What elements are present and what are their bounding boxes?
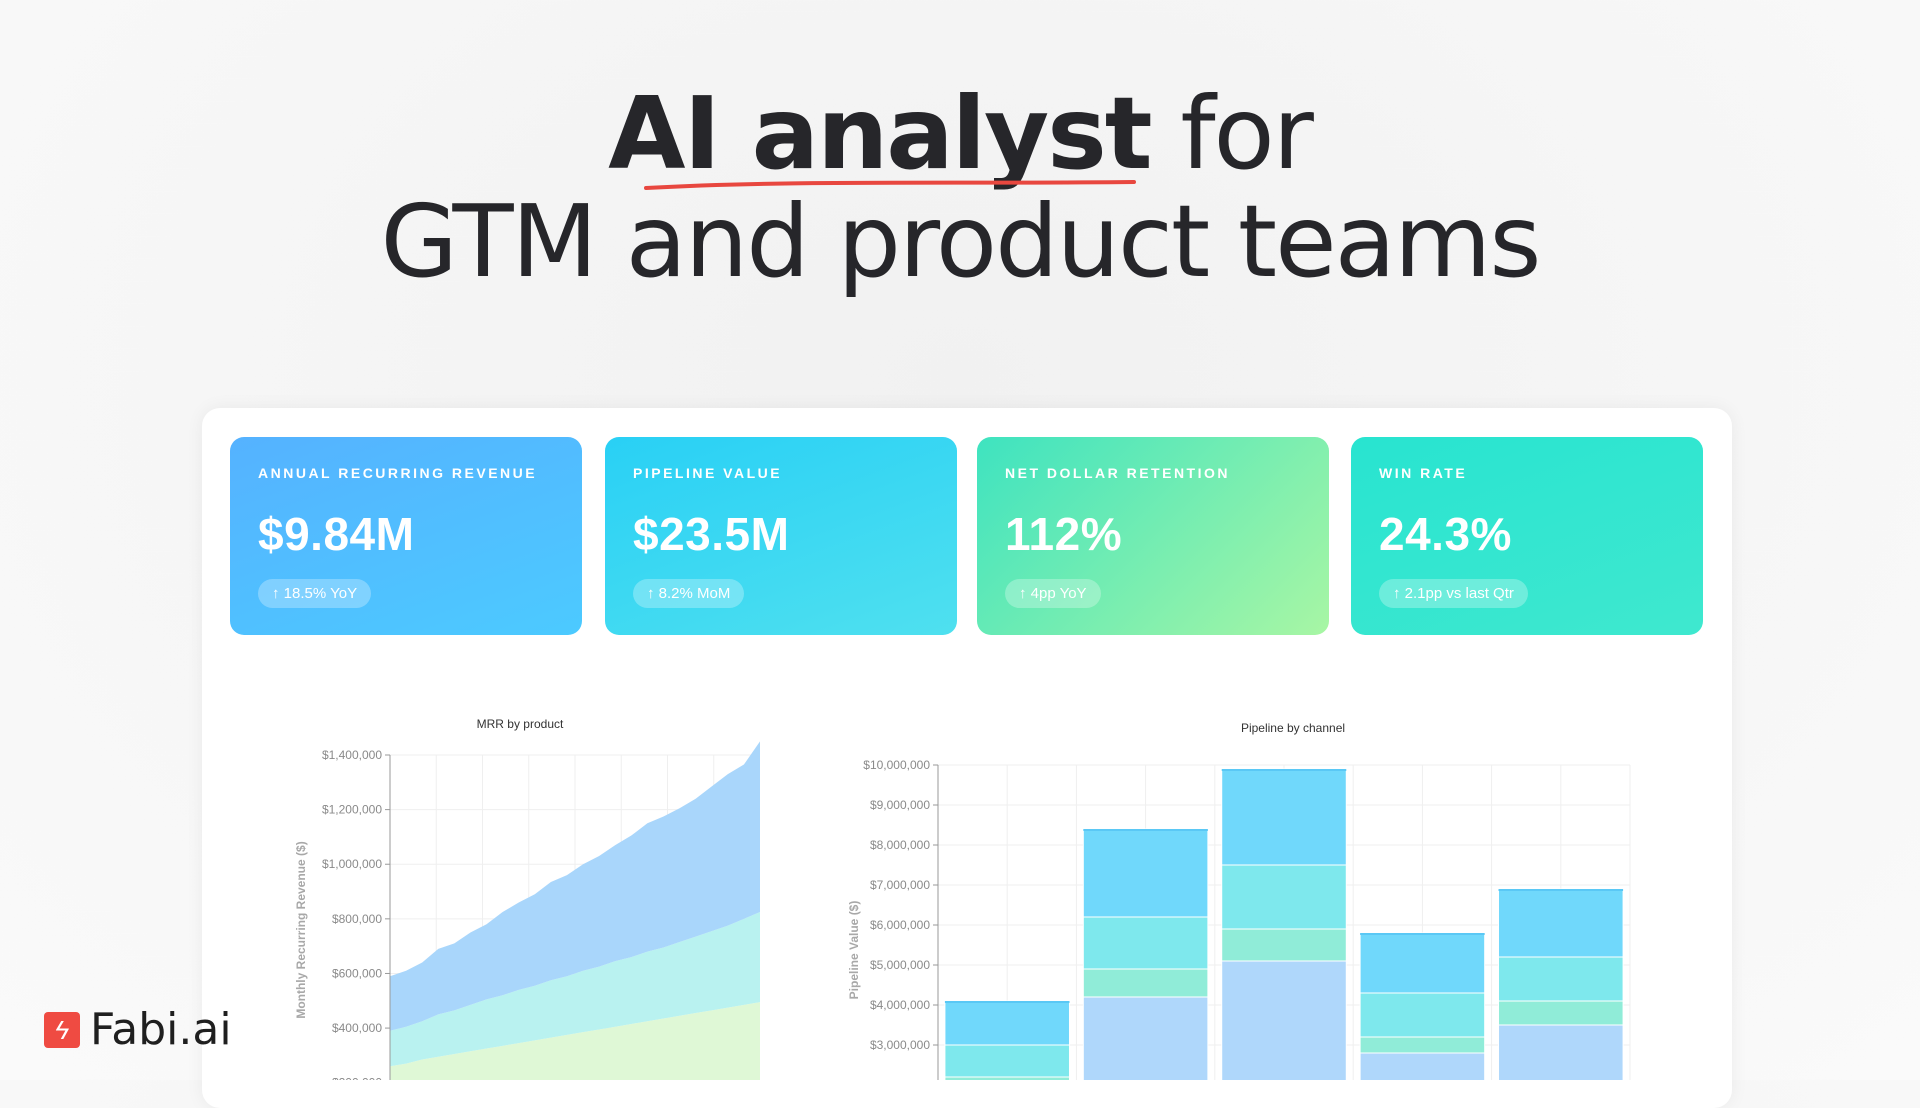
bar-segment [1359, 1052, 1486, 1080]
bar-top-edge [1498, 889, 1624, 891]
bar-segment [1498, 1000, 1624, 1026]
bar-segment [944, 1000, 1070, 1046]
bar-segment [944, 1044, 1070, 1078]
kpi-value: $9.84M [258, 508, 415, 560]
y-tick-label: $9,000,000 [870, 798, 930, 812]
area-series-2 [390, 741, 760, 1031]
bar-segment [1082, 828, 1209, 918]
bar-segment [1498, 1024, 1624, 1080]
area-series-1 [390, 912, 760, 1067]
bar-segment [1359, 1036, 1486, 1054]
bar-segment [1221, 864, 1347, 930]
bar-segment [1082, 968, 1209, 998]
bar-segment [1221, 768, 1347, 866]
bar-segment [1082, 996, 1209, 1080]
lightning-bolt-icon: ϟ [44, 1011, 80, 1048]
y-axis-label: Pipeline Value ($) [847, 901, 861, 1000]
y-tick-label: $600,000 [332, 966, 382, 980]
y-tick-label: $800,000 [332, 912, 382, 926]
y-tick-label: $6,000,000 [870, 918, 930, 932]
y-tick-label: $7,000,000 [870, 878, 930, 892]
headline-underline [644, 180, 1136, 190]
bar-segment [1359, 932, 1486, 994]
kpi-label: WIN RATE [1379, 465, 1468, 481]
headline-emphasis: AI analyst [608, 75, 1152, 192]
kpi-change-badge: ↑ 4pp YoY [1005, 579, 1101, 608]
y-tick-label: $5,000,000 [870, 958, 930, 972]
chart-title: MRR by product [477, 717, 564, 731]
kpi-value: 24.3% [1379, 508, 1512, 560]
y-axis-label: Monthly Recurring Revenue ($) [294, 841, 308, 1018]
kpi-label: ANNUAL RECURRING REVENUE [258, 465, 538, 481]
y-tick-label: $1,400,000 [322, 748, 382, 762]
bar-segment [1498, 956, 1624, 1002]
bar-segment [1221, 928, 1347, 962]
headline-line-1: AI analyst for [0, 80, 1920, 188]
kpi-value: 112% [1005, 508, 1123, 560]
kpi-label: NET DOLLAR RETENTION [1005, 465, 1230, 481]
kpi-value: $23.5M [633, 508, 790, 560]
y-tick-label: $200,000 [332, 1076, 382, 1080]
chart-title: Pipeline by channel [1241, 721, 1345, 735]
bar-segment [1221, 960, 1347, 1080]
y-tick-label: $4,000,000 [870, 998, 930, 1012]
y-tick-label: $10,000,000 [863, 758, 930, 772]
bar-segment [1082, 916, 1209, 970]
kpi-card-pipeline[interactable]: PIPELINE VALUE $23.5M ↑ 8.2% MoM [605, 437, 957, 635]
brand-name: Fabi.ai [90, 1004, 232, 1055]
kpi-card-ndr[interactable]: NET DOLLAR RETENTION 112% ↑ 4pp YoY [977, 437, 1329, 635]
y-tick-label: $8,000,000 [870, 838, 930, 852]
kpi-change-badge: ↑ 18.5% YoY [258, 579, 372, 608]
kpi-change-badge: ↑ 2.1pp vs last Qtr [1379, 579, 1528, 608]
bar-top-edge [944, 1001, 1070, 1003]
kpi-card-win-rate[interactable]: WIN RATE 24.3% ↑ 2.1pp vs last Qtr [1351, 437, 1703, 635]
bar-segment [1359, 992, 1486, 1038]
bar-top-edge [1360, 933, 1485, 935]
bar-top-edge [1221, 769, 1347, 771]
brand-logo[interactable]: ϟ Fabi.ai [44, 1004, 232, 1055]
mrr-area-chart: MRR by product $200,000 $400,000 $600,000 $8… [294, 717, 760, 1080]
bar-top-edge [1083, 829, 1208, 831]
headline-line-2: GTM and product teams [380, 183, 1542, 300]
kpi-change-badge: ↑ 8.2% MoM [633, 579, 745, 608]
headline-line-1-rest: for [1150, 75, 1314, 192]
kpi-label: PIPELINE VALUE [633, 465, 783, 481]
pipeline-bar-chart: Pipeline by channel $2,000,000 $3,000,000 $… [847, 721, 1631, 1080]
headline: AI analyst for GTM and product teams [0, 80, 1920, 296]
y-tick-label: $2,000,000 [870, 1078, 930, 1080]
y-tick-label: $3,000,000 [870, 1038, 930, 1052]
kpi-card-arr[interactable]: ANNUAL RECURRING REVENUE $9.84M ↑ 18.5% … [230, 437, 582, 635]
bar-segment [1498, 888, 1624, 958]
area-series-0 [390, 1002, 760, 1080]
y-tick-label: $1,200,000 [322, 803, 382, 817]
y-tick-label: $400,000 [332, 1021, 382, 1035]
y-tick-label: $1,000,000 [322, 857, 382, 871]
